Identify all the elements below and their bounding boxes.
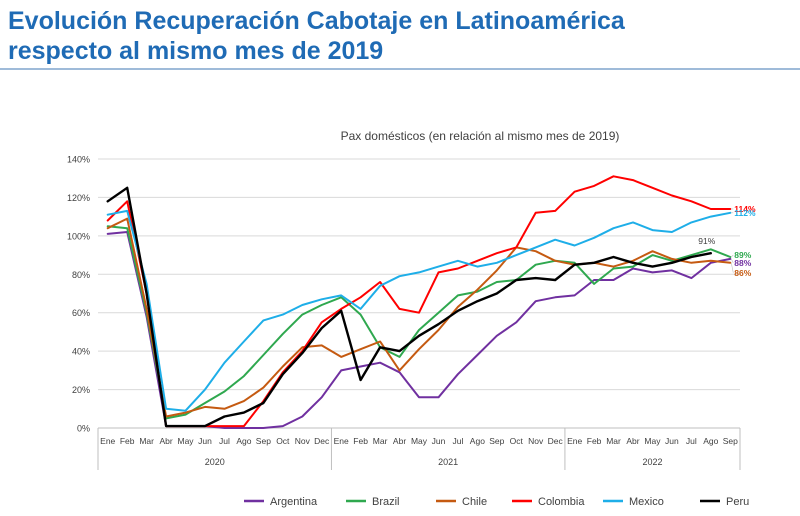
y-tick-label: 40%	[72, 347, 90, 357]
slide-title-line1: Evolución Recuperación Cabotaje en Latin…	[8, 7, 625, 35]
slide-title: Evolución Recuperación Cabotaje en Latin…	[8, 6, 625, 66]
series-line-chile	[106, 217, 732, 418]
year-label: 2020	[205, 457, 225, 467]
x-tick-label: Jun	[198, 436, 212, 446]
x-tick-label: Jun	[432, 436, 446, 446]
grid-lines: 0% 20% 40% 60% 80% 100% 120% 140%	[67, 155, 740, 434]
x-tick-label: Ago	[470, 436, 485, 446]
y-tick-label: 120%	[67, 193, 90, 203]
x-tick-label: Abr	[393, 436, 406, 446]
x-tick-label: Ene	[100, 436, 115, 446]
x-tick-label: Mar	[373, 436, 388, 446]
series-line-mexico	[106, 209, 732, 412]
end-label-chile: 86%	[734, 268, 751, 278]
x-tick-label: Sep	[723, 436, 738, 446]
y-tick-label: 0%	[77, 424, 90, 434]
y-tick-label: 60%	[72, 308, 90, 318]
x-tick-label: Abr	[626, 436, 639, 446]
x-tick-label: Dec	[314, 436, 330, 446]
x-tick-label: Jul	[686, 436, 697, 446]
legend-label: Colombia	[538, 496, 585, 508]
x-tick-label: Ago	[703, 436, 718, 446]
legend-label: Brazil	[372, 496, 400, 508]
x-tick-label: Sep	[489, 436, 504, 446]
y-tick-label: 100%	[67, 231, 90, 241]
x-tick-label: Nov	[295, 436, 311, 446]
end-label-argentina: 88%	[734, 258, 751, 268]
x-tick-label: May	[178, 436, 195, 446]
x-tick-label: May	[644, 436, 661, 446]
x-tick-label: Mar	[606, 436, 621, 446]
y-tick-label: 20%	[72, 385, 90, 395]
end-label-leader	[730, 262, 734, 273]
series-lines	[106, 175, 732, 429]
end-labels: 88%89% 86% 114%112% 91%	[698, 204, 756, 278]
x-axis: Ene Feb Mar Abr May Jun Jul Ago Sep Oct Nov Dec Ene F…	[97, 428, 741, 470]
x-tick-label: Nov	[528, 436, 544, 446]
x-tick-label: Abr	[159, 436, 172, 446]
series-line-peru	[106, 186, 712, 428]
chart-title: Pax domésticos (en relación al mismo mes…	[341, 129, 620, 143]
x-tick-label: Feb	[587, 436, 602, 446]
x-tick-label: Mar	[139, 436, 154, 446]
end-label-colombia: 114%	[734, 204, 756, 214]
end-label-brazil: 89%	[734, 250, 751, 260]
series-line-brazil	[106, 225, 732, 420]
legend-label: Chile	[462, 496, 487, 508]
y-tick-label: 140%	[67, 155, 90, 165]
x-tick-label: Feb	[120, 436, 135, 446]
y-tick-label: 80%	[72, 270, 90, 280]
year-label: 2021	[438, 457, 458, 467]
x-tick-label: Jul	[219, 436, 230, 446]
legend-label: Peru	[726, 496, 749, 508]
year-label: 2022	[642, 457, 662, 467]
x-tick-label: Ene	[334, 436, 349, 446]
x-tick-label: Feb	[353, 436, 368, 446]
legend-label: Argentina	[270, 496, 318, 508]
x-tick-label: Jul	[452, 436, 463, 446]
x-tick-label: Sep	[256, 436, 271, 446]
x-tick-label: Ago	[236, 436, 251, 446]
end-label-leader	[731, 258, 734, 264]
x-tick-label: Dec	[548, 436, 564, 446]
series-line-colombia	[106, 175, 732, 428]
x-tick-label: Ene	[567, 436, 582, 446]
end-label-mexico: 112%	[734, 208, 756, 218]
end-label-peru: 91%	[698, 236, 715, 246]
x-tick-label: Oct	[276, 436, 290, 446]
x-tick-label: Jun	[665, 436, 679, 446]
slide-title-line2: respecto al mismo mes de 2019	[8, 37, 384, 65]
x-tick-label: May	[411, 436, 428, 446]
title-divider	[0, 68, 800, 70]
x-tick-label: Oct	[510, 436, 524, 446]
legend: Argentina Brazil Chile Colombia Mexico Peru	[244, 496, 749, 508]
end-label-leader	[731, 254, 734, 258]
legend-label: Mexico	[629, 496, 664, 508]
